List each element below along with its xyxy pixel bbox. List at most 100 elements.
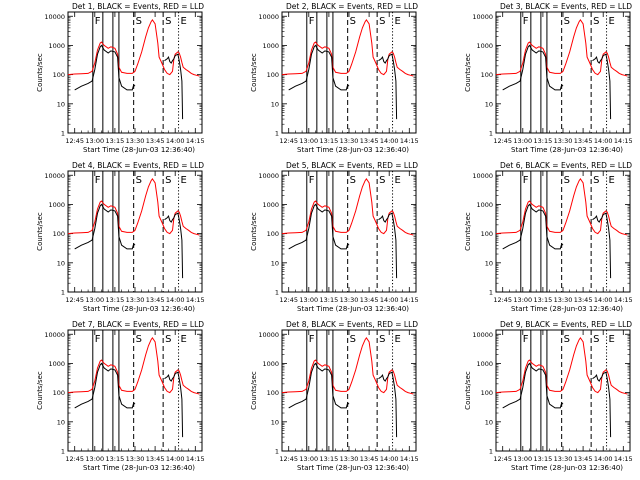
x-tick-label: 13:30	[554, 296, 573, 304]
x-tick-label: 14:15	[614, 137, 633, 145]
y-axis-label: Counts/sec	[250, 53, 258, 92]
y-tick-label: 10000	[44, 13, 65, 21]
x-tick-label: 13:45	[574, 296, 593, 304]
marker-label: S	[564, 334, 570, 345]
y-tick-label: 100	[267, 71, 279, 79]
x-tick-label: 12:45	[65, 296, 84, 304]
y-axis-label: Counts/sec	[250, 212, 258, 251]
marker-label: F	[309, 334, 315, 345]
y-tick-label: 1	[489, 289, 493, 297]
y-tick-label: 10000	[44, 331, 65, 339]
y-tick-label: 1	[61, 289, 65, 297]
panel-det-6: Det 6, BLACK = Events, RED = LLD 1 10 100 10…	[464, 161, 633, 313]
y-tick-label: 1	[275, 130, 279, 138]
panel-title: Det 2, BLACK = Events, RED = LLD	[286, 2, 418, 11]
x-tick-label: 12:45	[493, 137, 512, 145]
marker-label: S	[379, 175, 385, 186]
lld-series-line	[67, 19, 200, 77]
plot-frame	[495, 329, 631, 452]
events-series-line	[502, 203, 612, 279]
y-tick-label: 1	[61, 130, 65, 138]
y-axis-label: Counts/sec	[464, 371, 472, 410]
panel-det-2: Det 2, BLACK = Events, RED = LLD 1 10 100 10…	[250, 2, 419, 154]
marker-label: F	[95, 334, 101, 345]
y-tick-label: 1000	[476, 201, 493, 209]
x-tick-label: 13:15	[320, 296, 339, 304]
y-tick-label: 1000	[476, 42, 493, 50]
events-series-line	[74, 203, 184, 279]
marker-label: E	[181, 334, 187, 345]
x-tick-label: 13:00	[299, 137, 318, 145]
marker-label: S	[593, 16, 599, 27]
x-tick-label: 13:45	[146, 296, 165, 304]
marker-label: F	[95, 175, 101, 186]
y-tick-label: 1000	[262, 42, 279, 50]
x-tick-label: 14:00	[166, 296, 185, 304]
x-tick-label: 14:00	[594, 296, 613, 304]
plot-frame	[281, 329, 417, 452]
y-tick-label: 100	[481, 71, 493, 79]
marker-label: E	[181, 175, 187, 186]
y-tick-label: 1	[275, 289, 279, 297]
x-tick-label: 13:15	[534, 137, 553, 145]
x-axis-label: Start Time (28-Jun-03 12:36:40)	[297, 305, 409, 313]
y-tick-label: 10	[485, 418, 493, 426]
panel-title: Det 8, BLACK = Events, RED = LLD	[286, 320, 418, 329]
plot-frame	[495, 170, 631, 293]
y-tick-label: 10000	[472, 331, 493, 339]
marker-label: S	[564, 175, 570, 186]
x-axis-label: Start Time (28-Jun-03 12:36:40)	[511, 464, 623, 472]
x-tick-label: 13:45	[574, 455, 593, 463]
y-tick-label: 100	[481, 389, 493, 397]
marker-label: S	[379, 334, 385, 345]
y-tick-label: 10	[485, 100, 493, 108]
y-tick-label: 100	[53, 389, 65, 397]
lld-series-line	[281, 19, 414, 77]
x-tick-label: 13:00	[513, 455, 532, 463]
marker-label: S	[379, 16, 385, 27]
marker-label: F	[95, 16, 101, 27]
x-tick-label: 14:15	[400, 455, 419, 463]
events-series-line	[74, 44, 184, 120]
x-axis-label: Start Time (28-Jun-03 12:36:40)	[511, 305, 623, 313]
x-tick-label: 14:15	[614, 455, 633, 463]
panel-title: Det 4, BLACK = Events, RED = LLD	[72, 161, 204, 170]
y-tick-label: 1	[489, 448, 493, 456]
panel-title: Det 1, BLACK = Events, RED = LLD	[72, 2, 204, 11]
panel-title: Det 6, BLACK = Events, RED = LLD	[500, 161, 632, 170]
x-tick-label: 12:45	[493, 296, 512, 304]
y-tick-label: 1	[275, 448, 279, 456]
y-tick-label: 10	[57, 259, 65, 267]
y-tick-label: 1000	[48, 201, 65, 209]
lld-series-line	[281, 178, 414, 236]
x-tick-label: 13:30	[340, 455, 359, 463]
marker-label: E	[395, 175, 401, 186]
x-tick-label: 14:00	[380, 455, 399, 463]
x-tick-label: 14:00	[380, 137, 399, 145]
lld-series-line	[67, 337, 200, 395]
y-tick-label: 10000	[472, 172, 493, 180]
x-tick-label: 14:00	[166, 455, 185, 463]
marker-label: F	[309, 16, 315, 27]
y-tick-label: 10	[485, 259, 493, 267]
y-axis-label: Counts/sec	[36, 371, 44, 410]
x-axis-label: Start Time (28-Jun-03 12:36:40)	[297, 146, 409, 154]
y-tick-label: 100	[53, 71, 65, 79]
marker-label: S	[136, 175, 142, 186]
x-tick-label: 13:00	[513, 137, 532, 145]
x-tick-label: 14:15	[400, 137, 419, 145]
plot-frame	[67, 329, 203, 452]
y-tick-label: 10000	[44, 172, 65, 180]
x-tick-label: 14:15	[614, 296, 633, 304]
y-tick-label: 1000	[262, 360, 279, 368]
panel-det-3: Det 3, BLACK = Events, RED = LLD 1 10 100 10…	[464, 2, 633, 154]
x-axis-label: Start Time (28-Jun-03 12:36:40)	[83, 146, 195, 154]
y-tick-label: 10	[57, 100, 65, 108]
lld-series-line	[495, 19, 628, 77]
marker-label: F	[523, 334, 529, 345]
x-tick-label: 13:00	[85, 455, 104, 463]
x-tick-label: 12:45	[279, 296, 298, 304]
marker-label: F	[523, 16, 529, 27]
marker-label: S	[165, 334, 171, 345]
x-tick-label: 13:30	[340, 296, 359, 304]
